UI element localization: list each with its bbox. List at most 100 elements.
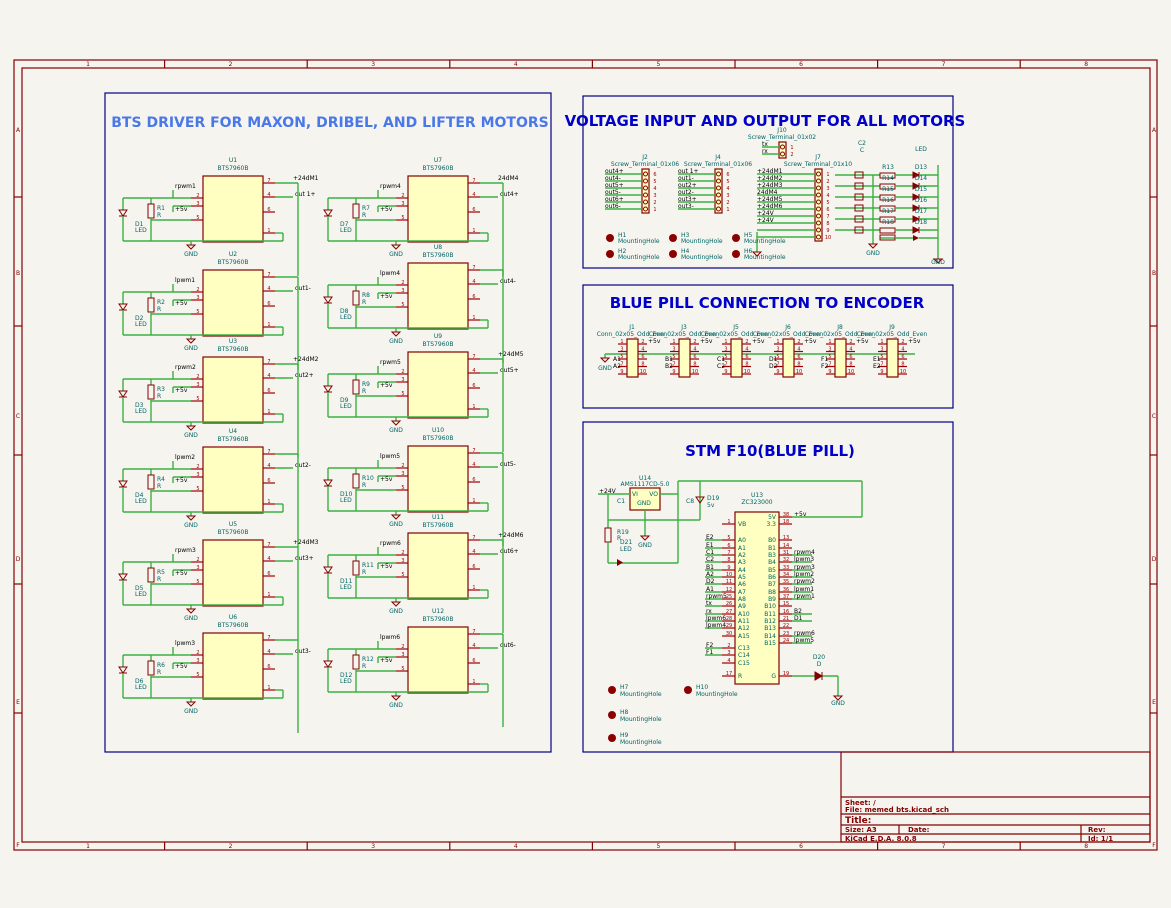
net-label: E2 — [873, 363, 881, 370]
pin-number: 3 — [401, 201, 404, 207]
part-ref: U11 — [432, 514, 444, 521]
gnd-label: GND — [184, 345, 198, 352]
pin-number: 29 — [726, 623, 732, 629]
hole-ref: H3 — [681, 232, 690, 239]
ruler-row: C — [16, 413, 20, 420]
gnd-label: GND — [389, 702, 403, 709]
pin-number: 6 — [745, 354, 748, 360]
pin-number: 6 — [472, 658, 475, 664]
connector-value: Conn_02x05_Odd_Even — [805, 331, 876, 338]
pin-number: 6 — [267, 207, 270, 213]
capacitor — [854, 226, 864, 234]
connector-value: Conn_02x05_Odd_Even — [597, 331, 668, 338]
pin-number: 3 — [672, 347, 675, 353]
cap-ref: C1 — [617, 498, 625, 505]
net-label: F1 — [706, 649, 713, 656]
ruler-column: 1 — [86, 61, 90, 68]
net-label: D2 — [706, 578, 715, 585]
net-label-out: out6+ — [500, 548, 519, 555]
led-value: LED — [135, 591, 147, 598]
ground-icon — [185, 701, 197, 707]
ruler-column: 6 — [799, 843, 803, 850]
net-label-5v: +5v — [648, 338, 661, 345]
bts-driver-u6: U6BTS7960B2IN3INH5SR7VS4OUT6IS1GNDlpwm3+… — [118, 614, 311, 733]
mounting-hole-icon — [669, 234, 677, 242]
pin-number: 1 — [267, 409, 270, 415]
pin-name: A7 — [738, 589, 746, 596]
net-label: out4- — [605, 175, 621, 182]
bts7960b-chip — [202, 356, 264, 424]
stm32-blue-pill-chip — [734, 511, 780, 685]
net-label: rx — [762, 148, 768, 155]
part-value: BTS7960B — [423, 616, 454, 623]
pin-number: 1 — [828, 339, 831, 345]
bts-driver-u3: U3BTS7960B2IN3INH5SR7VS4OUT6IS1GNDrpwm2+… — [118, 338, 319, 457]
gnd-label: GND — [389, 427, 403, 434]
ground-icon — [932, 258, 944, 264]
pin-number: 5 — [401, 215, 404, 221]
pin-number: 2 — [401, 463, 404, 469]
pin-number: 2 — [826, 179, 829, 185]
part-value: BTS7960B — [218, 259, 249, 266]
pin-number: 10 — [796, 369, 802, 375]
pin-number: 21 — [783, 616, 789, 622]
gnd-label: GND — [184, 522, 198, 529]
pin-number: 11 — [726, 579, 732, 585]
net-label: rpwm2 — [794, 578, 815, 585]
pin-number: 36 — [783, 587, 789, 593]
pin-number: 37 — [783, 594, 789, 600]
pin-name: GND — [637, 500, 651, 507]
led-ref: D10 — [340, 491, 352, 498]
net-label-out: out4+ — [500, 191, 519, 198]
ruler-column: 6 — [799, 61, 803, 68]
resistor-ref: R12 — [362, 656, 374, 663]
net-label: F2 — [706, 642, 713, 649]
pin-number: 9 — [828, 369, 831, 375]
mounting-hole-icon — [606, 234, 614, 242]
net-label: A1 — [613, 356, 621, 363]
led-value: LED — [135, 498, 147, 505]
net-label-5v: +5v — [380, 657, 393, 664]
gnd-label: GND — [184, 432, 198, 439]
bts-driver-u2: U2BTS7960B2IN3INH5SR7VS4OUT6IS1GNDlpwm1+… — [118, 251, 311, 370]
screw-icon — [816, 220, 821, 226]
resistor — [352, 560, 360, 576]
pin-number: 5 — [724, 354, 727, 360]
net-label-pwm: lpwm6 — [380, 634, 400, 641]
pin-number: 34 — [783, 572, 789, 578]
net-label-out: out2+ — [295, 372, 314, 379]
net-label: +24V — [757, 217, 775, 224]
net-label-5v: +5v — [700, 338, 713, 345]
ground-icon — [867, 243, 879, 249]
pin-number: 12 — [726, 587, 732, 593]
ruler-row: F — [1152, 842, 1156, 849]
net-label-5v: +5v — [908, 338, 921, 345]
pin-name: VI — [632, 491, 638, 498]
ground-icon — [185, 244, 197, 250]
connector-body — [678, 338, 691, 378]
pin-number: 31 — [783, 550, 789, 556]
title-block-title: Title: — [845, 816, 871, 826]
pin-name: B12 — [764, 618, 776, 625]
led-ref: D14 — [915, 175, 927, 182]
part-ref: U10 — [432, 427, 444, 434]
resistor — [147, 203, 155, 219]
resistor-value: R — [157, 306, 161, 313]
screw-icon — [780, 151, 785, 157]
pin-number: 6 — [693, 354, 696, 360]
part-ref: U9 — [434, 333, 442, 340]
hole-value: MountingHole — [620, 691, 662, 698]
led-value: LED — [135, 684, 147, 691]
ground-icon — [185, 338, 197, 344]
screw-icon — [643, 185, 648, 191]
pin-number: 8 — [849, 362, 852, 368]
net-label-pwm: rpwm3 — [175, 547, 196, 554]
pin-name: B6 — [768, 574, 776, 581]
pin-number: 33 — [783, 565, 789, 571]
pin-number: 9 — [776, 369, 779, 375]
part-ref: U4 — [229, 428, 237, 435]
pin-number: 9 — [880, 369, 883, 375]
pin-name: B13 — [764, 625, 776, 632]
